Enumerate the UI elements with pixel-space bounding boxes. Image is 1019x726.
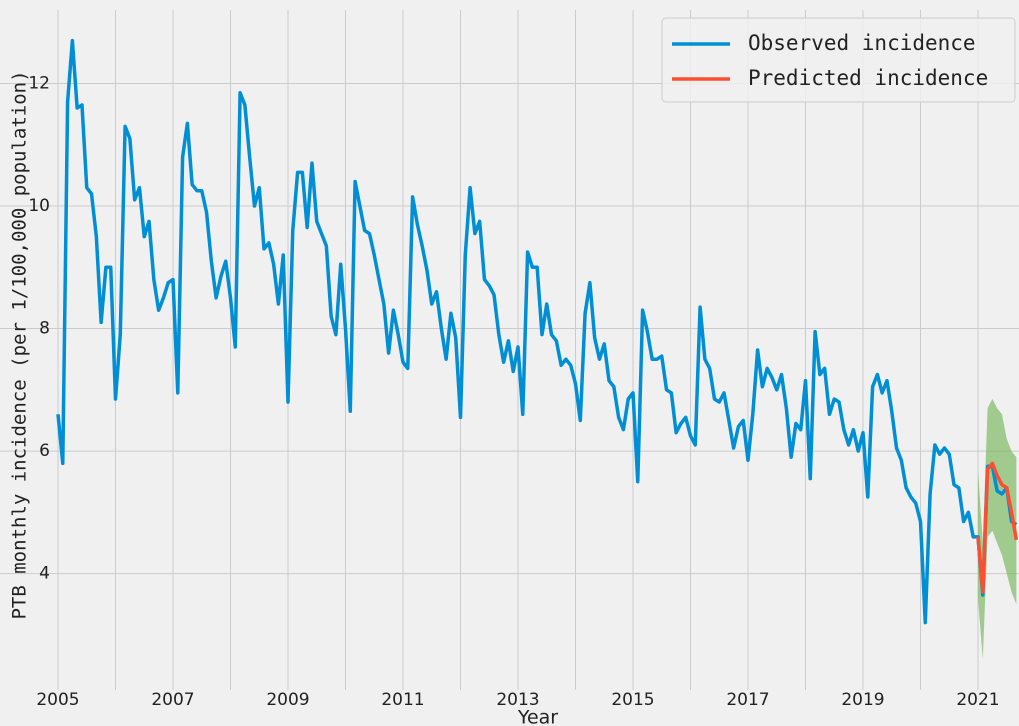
y-tick-label: 10 (28, 196, 50, 216)
legend-label: Observed incidence (748, 31, 976, 55)
x-tick-label: 2007 (151, 690, 194, 710)
legend: Observed incidence Predicted incidence (661, 17, 1016, 103)
data-line (976, 461, 1019, 594)
x-axis-label: Year (517, 707, 558, 726)
data-line (56, 38, 1018, 625)
y-axis-label: PTB monthly incidence (per 1/100,000 pop… (9, 70, 31, 619)
x-tick-label: 2011 (381, 690, 424, 710)
y-tick-label: 8 (39, 319, 50, 339)
y-tick-label: 4 (39, 564, 50, 584)
legend-box (661, 17, 1016, 103)
x-tick-label: 2021 (956, 690, 999, 710)
y-tick-label: 6 (39, 441, 50, 461)
x-tick-label: 2013 (496, 690, 539, 710)
x-tick-label: 2017 (726, 690, 769, 710)
confidence-band (978, 399, 1017, 660)
x-tick-label: 2005 (36, 690, 79, 710)
y-tick-label: 12 (28, 74, 50, 94)
x-tick-label: 2009 (266, 690, 309, 710)
legend-label: Predicted incidence (748, 66, 988, 90)
plot-area (56, 38, 1019, 660)
x-tick-label: 2019 (841, 690, 884, 710)
x-tick-label: 2015 (611, 690, 654, 710)
